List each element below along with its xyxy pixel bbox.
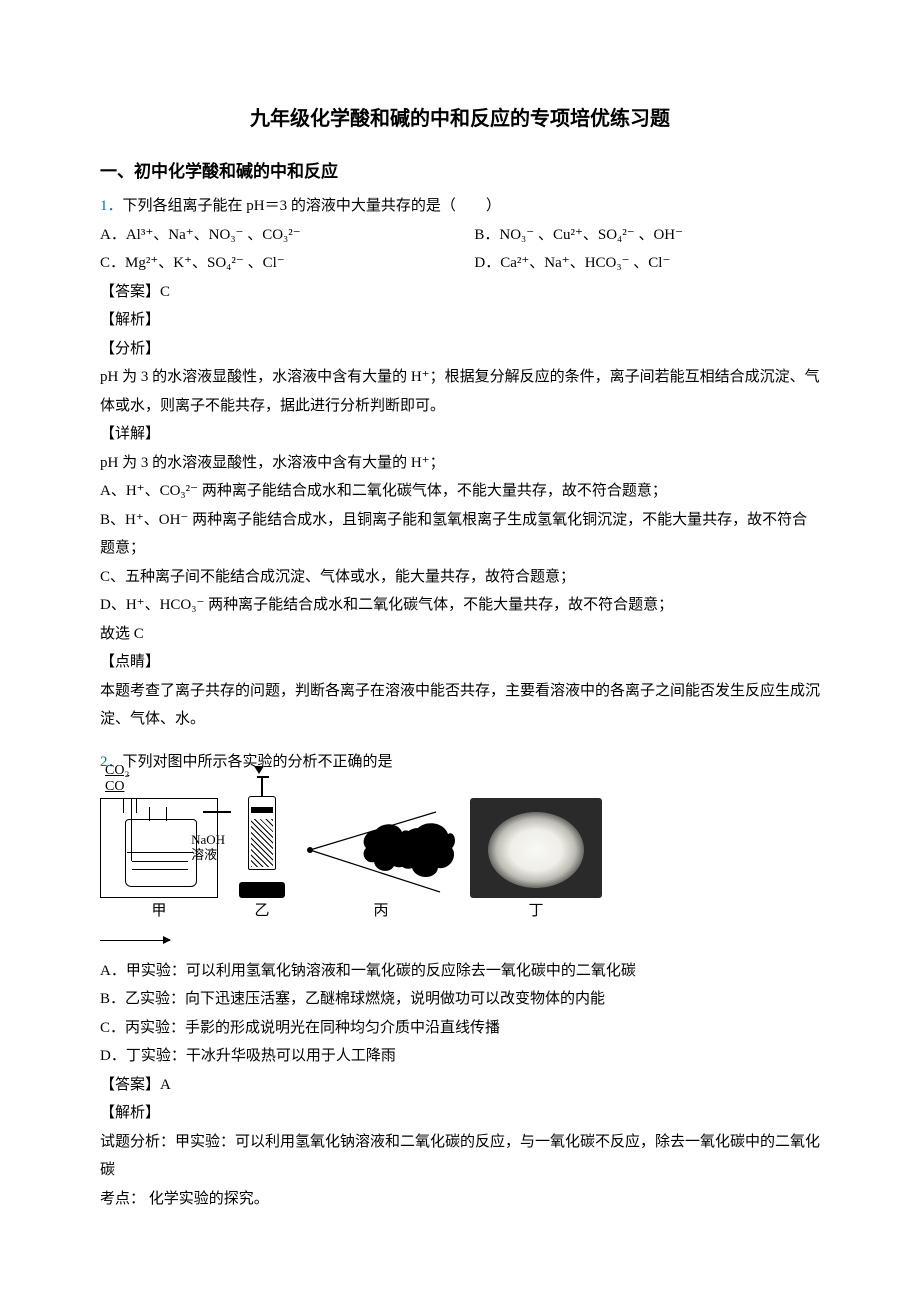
page: 九年级化学酸和碱的中和反应的专项培优练习题 一、初中化学酸和碱的中和反应 1．下… [0,0,920,1302]
q1-answer: 答案C [100,278,820,307]
q1-detail-b: B、H⁺、OH⁻ 两种离子能结合成水，且铜离子能和氢氧根离子生成氢氧化铜沉淀，不… [100,506,820,563]
q1-stem: 下列各组离子能在 pH＝3 的溶液中大量共存的是（ ） [123,198,501,214]
page-title: 九年级化学酸和碱的中和反应的专项培优练习题 [100,100,820,138]
caption-bing: 丙 [373,902,388,920]
q1-option-a: A．Al³⁺、Na⁺、NO₃⁻ 、CO₃²⁻ [100,221,474,250]
q2-jiexi-text: 试题分析：甲实验：可以利用氢氧化钠溶液和二氧化碳的反应，与一氧化碳不反应，除去一… [100,1128,820,1185]
q2-option-c: C．丙实验：手影的形成说明光在同种均匀介质中沿直线传播 [100,1014,820,1043]
q2-answer: 答案A [100,1071,820,1100]
answer-label: 答案 [100,284,160,300]
q1-dianjing-text: 本题考查了离子共存的问题，判断各离子在溶液中能否共存，主要看溶液中的各离子之间能… [100,677,820,734]
q2-answer-value: A [160,1077,171,1093]
answer-label: 答案 [100,1077,160,1093]
q2-jiexi: 解析 [100,1099,820,1128]
q2-option-b: B．乙实验：向下迅速压活塞，乙醚棉球燃烧，说明做功可以改变物体的内能 [100,985,820,1014]
q1-dianjing: 点睛 [100,648,820,677]
jiexi-label: 解析 [100,1105,160,1121]
figure-bing-box [306,798,456,898]
q2-kaodian: 考点： 化学实验的探究。 [100,1185,820,1214]
figure-ding-box [470,798,602,898]
q1-pick: 故选 C [100,620,820,649]
q1-option-c: C．Mg²⁺、K⁺、SO₄²⁻ 、Cl⁻ [100,249,474,278]
dianjing-label: 点睛 [100,654,160,670]
xiangjie-label: 详解 [100,426,160,442]
q1-fenxi: 分析 [100,335,820,364]
figure-yi-box [232,782,292,898]
q2-stem-line: 2．下列对图中所示各实验的分析不正确的是 [100,748,820,777]
figure-ding: 丁 [470,798,602,920]
q1-option-d: D．Ca²⁺、Na⁺、HCO₃⁻ 、Cl⁻ [474,249,820,278]
caption-jia: 甲 [151,902,166,920]
q1-number: 1． [100,198,123,214]
figure-yi: 乙 [232,782,292,920]
q1-detail-d: D、H⁺、HCO₃⁻ 两种离子能结合成水和二氧化碳气体，不能大量共存，故不符合题… [100,591,820,620]
figure-jia-naoh-label: NaOH 溶液 [191,833,225,863]
label-solution: 溶液 [191,847,217,862]
q1-xiangjie: 详解 [100,420,820,449]
label-co: CO [105,779,129,795]
q1-detail-a: A、H⁺、CO₃²⁻ 两种离子能结合成水和二氧化碳气体，不能大量共存，故不符合题… [100,477,820,506]
section-heading: 一、初中化学酸和碱的中和反应 [100,156,820,188]
q2-option-d: D．丁实验：干冰升华吸热可以用于人工降雨 [100,1042,820,1071]
q2-figure-row: CO₂ CO NaOH 溶液 甲 [100,782,820,920]
figure-jia-inlet-labels: CO₂ CO [105,763,129,795]
q1-options-row2: C．Mg²⁺、K⁺、SO₄²⁻ 、Cl⁻ D．Ca²⁺、Na⁺、HCO₃⁻ 、C… [100,249,820,278]
q1-fenxi-text: pH 为 3 的水溶液显酸性，水溶液中含有大量的 H⁺；根据复分解反应的条件，离… [100,363,820,420]
dry-ice-glow-icon [488,812,584,888]
q1-option-b: B．NO₃⁻ 、Cu²⁺、SO₄²⁻ 、OH⁻ [474,221,820,250]
figure-jia: CO₂ CO NaOH 溶液 甲 [100,798,218,920]
q1-options-row1: A．Al³⁺、Na⁺、NO₃⁻ 、CO₃²⁻ B．NO₃⁻ 、Cu²⁺、SO₄²… [100,221,820,250]
arrow-icon [100,926,820,955]
caption-yi: 乙 [254,902,269,920]
q1-detail-0: pH 为 3 的水溶液显酸性，水溶液中含有大量的 H⁺； [100,449,820,478]
q1-answer-value: C [160,284,170,300]
jiexi-label: 解析 [100,312,160,328]
figure-bing: 丙 [306,798,456,920]
caption-ding: 丁 [528,902,543,920]
q1-detail-c: C、五种离子间不能结合成沉淀、气体或水，能大量共存，故符合题意； [100,563,820,592]
fenxi-label: 分析 [100,341,160,357]
label-naoh: NaOH [191,832,225,847]
figure-jia-box: CO₂ CO NaOH 溶液 [100,798,218,898]
q1-stem-line: 1．下列各组离子能在 pH＝3 的溶液中大量共存的是（ ） [100,192,820,221]
shadow-diagram-icon [306,798,456,898]
label-co2: CO₂ [105,763,129,779]
q2-option-a: A．甲实验：可以利用氢氧化钠溶液和一氧化碳的反应除去一氧化碳中的二氧化碳 [100,957,820,986]
q1-jiexi: 解析 [100,306,820,335]
